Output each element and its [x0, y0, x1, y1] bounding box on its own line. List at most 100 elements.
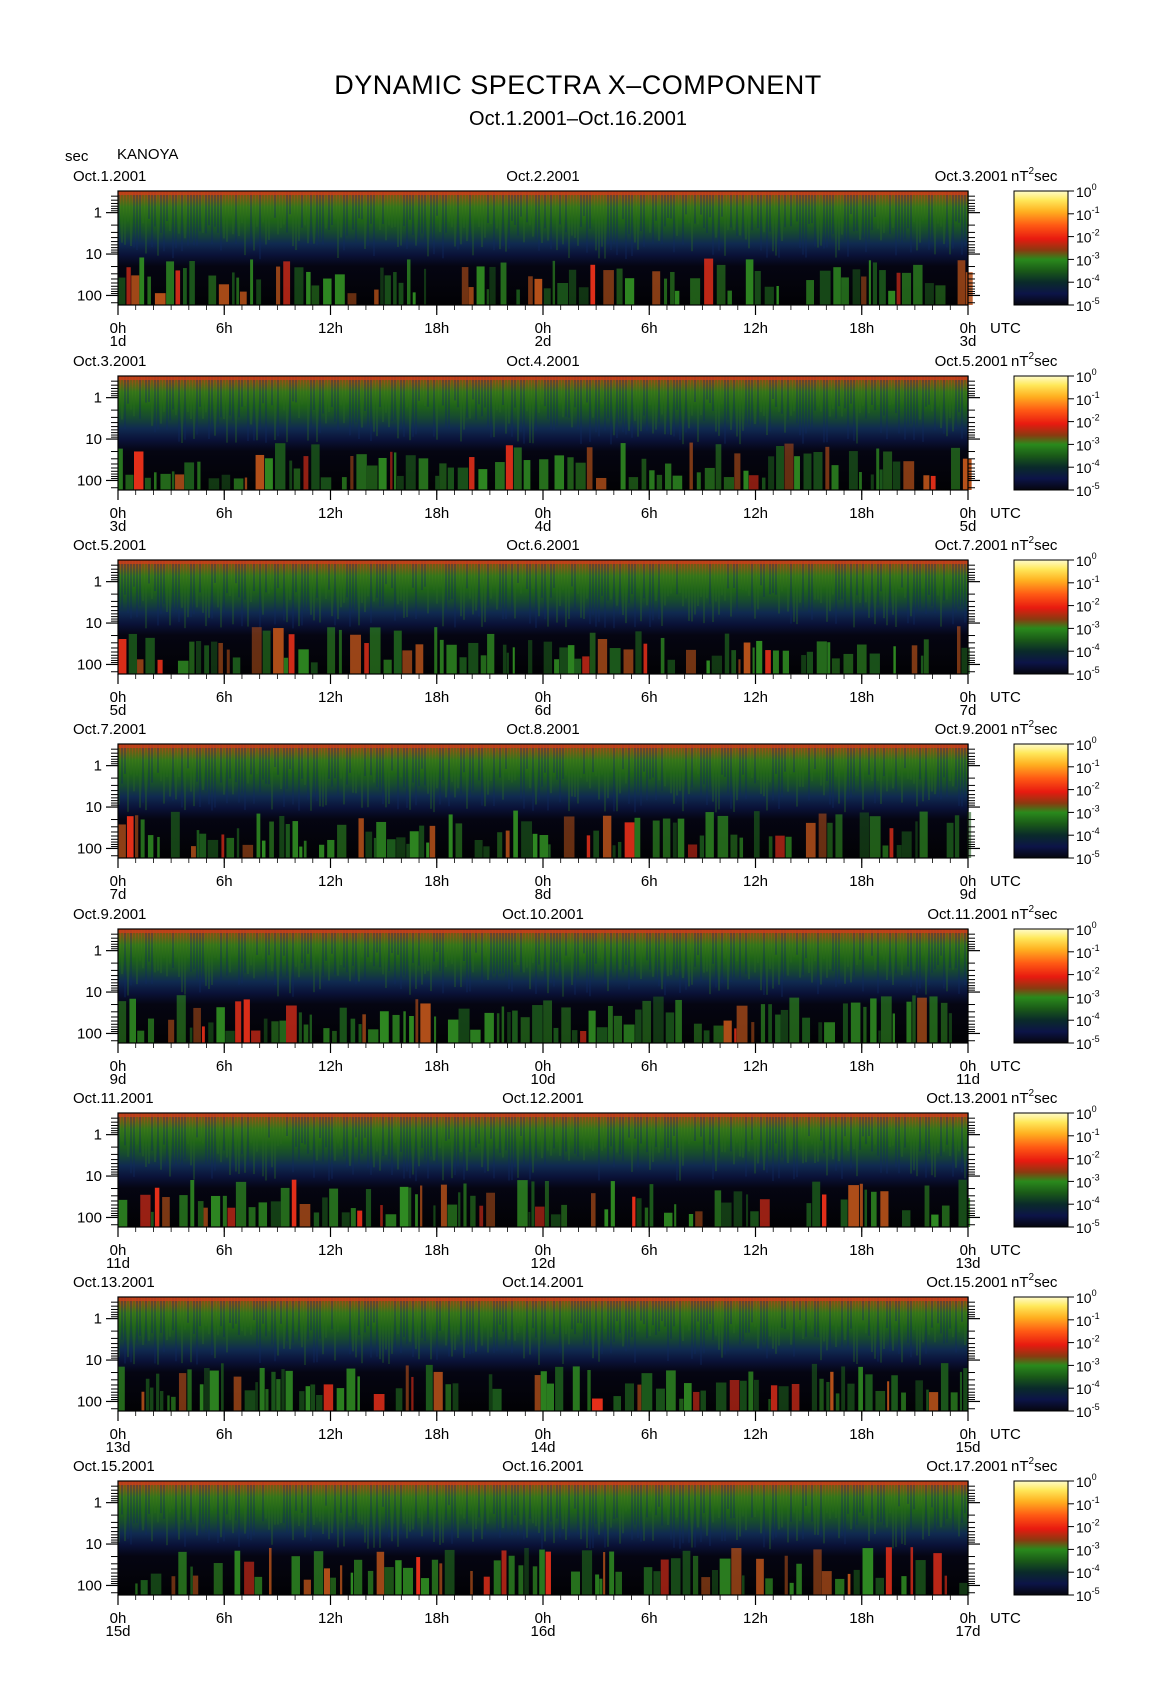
texture-stripe — [745, 1297, 747, 1333]
texture-stripe — [322, 191, 324, 245]
texture-stripe — [142, 1113, 144, 1157]
activity-burst — [571, 1030, 578, 1043]
texture-stripe — [640, 191, 642, 232]
texture-stripe — [787, 560, 789, 612]
texture-stripe — [931, 376, 933, 412]
texture-stripe — [445, 1481, 447, 1521]
activity-burst — [813, 1549, 822, 1595]
texture-stripe — [445, 376, 447, 428]
texture-stripe — [340, 1481, 342, 1513]
texture-stripe — [844, 929, 846, 984]
activity-burst — [959, 1582, 970, 1595]
activity-burst — [664, 278, 668, 305]
x-tick-label: 6h — [216, 1610, 233, 1627]
texture-stripe — [664, 1481, 666, 1508]
texture-stripe — [319, 1113, 321, 1139]
texture-stripe — [178, 1297, 180, 1321]
texture-stripe — [736, 1297, 738, 1325]
texture-stripe — [556, 376, 558, 426]
x-tick-label: 18h — [849, 1610, 874, 1627]
texture-stripe — [529, 191, 531, 226]
texture-stripe — [808, 560, 810, 613]
texture-stripe — [886, 560, 888, 626]
texture-stripe — [736, 744, 738, 801]
texture-stripe — [622, 191, 624, 220]
texture-stripe — [784, 929, 786, 979]
texture-stripe — [706, 191, 708, 234]
texture-stripe — [403, 1297, 405, 1338]
texture-stripe — [385, 1481, 387, 1531]
activity-burst — [729, 1380, 740, 1411]
texture-stripe — [187, 1113, 189, 1145]
texture-stripe — [223, 376, 225, 420]
activity-burst — [878, 1030, 881, 1043]
texture-stripe — [208, 1481, 210, 1541]
texture-stripe — [610, 744, 612, 772]
texture-stripe — [622, 744, 624, 770]
texture-stripe — [193, 929, 195, 970]
texture-stripe — [589, 929, 591, 997]
texture-stripe — [436, 929, 438, 952]
texture-stripe — [904, 376, 906, 440]
activity-burst — [506, 652, 509, 674]
activity-burst — [347, 293, 357, 305]
texture-stripe — [790, 929, 792, 963]
texture-stripe — [247, 191, 249, 215]
texture-stripe — [139, 1297, 141, 1336]
texture-stripe — [616, 1481, 618, 1518]
texture-stripe — [568, 560, 570, 619]
texture-stripe — [385, 1297, 387, 1350]
texture-stripe — [763, 929, 765, 995]
activity-burst — [251, 1030, 261, 1043]
texture-stripe — [541, 191, 543, 243]
activity-burst — [433, 1371, 443, 1411]
texture-stripe — [412, 560, 414, 588]
activity-burst — [923, 475, 930, 490]
texture-stripe — [214, 191, 216, 227]
texture-stripe — [199, 1113, 201, 1142]
activity-burst — [543, 641, 553, 674]
texture-stripe — [745, 376, 747, 424]
activity-burst — [539, 835, 549, 858]
activity-burst — [789, 1582, 794, 1595]
texture-stripe — [277, 376, 279, 437]
texture-stripe — [697, 744, 699, 775]
texture-stripe — [955, 929, 957, 969]
texture-stripe — [496, 744, 498, 774]
texture-stripe — [796, 1481, 798, 1541]
texture-stripe — [205, 1113, 207, 1164]
texture-stripe — [454, 191, 456, 247]
activity-burst — [641, 1373, 653, 1411]
activity-burst — [199, 1384, 204, 1411]
texture-stripe — [679, 1481, 681, 1549]
texture-stripe — [760, 1297, 762, 1350]
texture-stripe — [298, 1481, 300, 1526]
texture-stripe — [928, 744, 930, 801]
texture-stripe — [691, 376, 693, 416]
activity-burst — [608, 1005, 613, 1043]
activity-burst — [801, 655, 807, 674]
activity-burst — [550, 1214, 561, 1227]
texture-stripe — [922, 744, 924, 802]
texture-stripe — [562, 376, 564, 418]
activity-burst — [956, 626, 961, 674]
activity-burst — [848, 451, 858, 490]
texture-stripe — [781, 1481, 783, 1528]
texture-stripe — [460, 191, 462, 245]
texture-stripe — [361, 1481, 363, 1525]
activity-burst — [870, 474, 874, 490]
activity-burst — [327, 627, 336, 674]
texture-stripe — [550, 560, 552, 598]
texture-stripe — [700, 744, 702, 796]
texture-stripe — [502, 560, 504, 620]
texture-stripe — [583, 560, 585, 619]
texture-stripe — [196, 560, 198, 608]
texture-stripe — [412, 1481, 414, 1530]
texture-stripe — [322, 376, 324, 414]
texture-stripe — [121, 1481, 123, 1515]
texture-stripe — [580, 1113, 582, 1139]
texture-stripe — [952, 1113, 954, 1177]
texture-stripe — [250, 1297, 252, 1335]
texture-stripe — [964, 744, 966, 796]
activity-burst — [768, 1398, 771, 1411]
